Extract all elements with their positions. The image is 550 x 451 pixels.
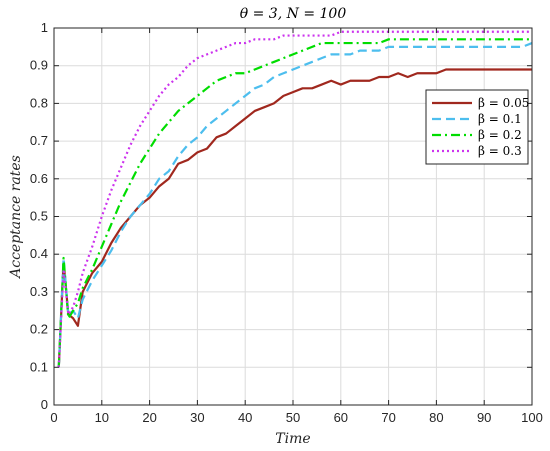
x-tick-label: 0: [50, 410, 57, 425]
x-tick-label: 10: [95, 410, 109, 425]
y-tick-label: 0.4: [30, 246, 48, 261]
legend-label: β = 0.2: [478, 128, 522, 142]
y-tick-label: 0.2: [30, 322, 48, 337]
series-line-4: [57, 30, 532, 368]
tick-labels: 0 10 20 30 40 50 60 70 80 90 100 0 0.1 0.2 0.3 0.4 0.5 0.…: [30, 20, 543, 425]
y-tick-label: 0.1: [30, 359, 48, 374]
x-tick-label: 20: [142, 410, 156, 425]
y-tick-label: 0.5: [30, 209, 48, 224]
y-tick-label: 0.8: [30, 95, 48, 110]
legend-label: β = 0.1: [478, 112, 522, 126]
y-tick-label: 1: [41, 20, 48, 35]
x-tick-label: 30: [190, 410, 204, 425]
x-axis-label: Time: [275, 431, 310, 447]
y-axis-label: Acceptance rates: [8, 155, 24, 280]
x-tick-label: 80: [429, 410, 443, 425]
x-tick-label: 40: [238, 410, 252, 425]
series-line-1: [57, 68, 532, 368]
y-tick-label: 0.3: [30, 284, 48, 299]
legend: β = 0.05 β = 0.1 β = 0.2 β = 0.3: [425, 89, 529, 165]
y-tick-label: 0.7: [30, 133, 48, 148]
y-tick-label: 0.9: [30, 58, 48, 73]
legend-label: β = 0.3: [478, 144, 522, 158]
series-group: [57, 30, 533, 368]
x-tick-label: 90: [477, 410, 491, 425]
chart-title: θ = 3, N = 100: [240, 6, 347, 22]
x-tick-label: 60: [334, 410, 348, 425]
legend-label: β = 0.05: [478, 96, 529, 110]
series-line-3: [57, 38, 532, 368]
x-tick-label: 100: [521, 410, 543, 425]
y-tick-label: 0: [41, 397, 48, 412]
series-line-2: [57, 42, 533, 368]
x-tick-label: 50: [286, 410, 300, 425]
x-tick-label: 70: [381, 410, 395, 425]
y-tick-label: 0.6: [30, 171, 48, 186]
